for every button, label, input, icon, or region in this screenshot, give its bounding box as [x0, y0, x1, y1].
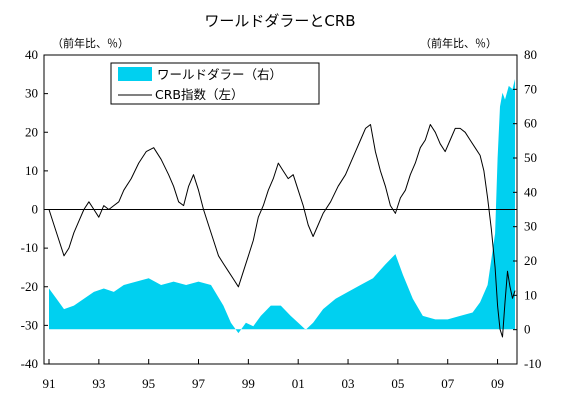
left-axis-tick-label: -20 [21, 279, 38, 294]
right-axis-tick-label: 70 [524, 81, 537, 96]
right-axis-tick-label: 10 [524, 287, 537, 302]
left-axis-tick-label: -10 [21, 240, 38, 255]
left-axis-tick-label: 0 [32, 202, 39, 217]
right-axis-tick-label: 0 [524, 322, 531, 337]
right-axis-tick-label: 20 [524, 253, 537, 268]
legend-world-dollar-swatch [118, 67, 152, 81]
x-axis-tick-label: 07 [441, 376, 455, 391]
axes: 40 30 20 10 0 -10 -20 -30 -40 80 70 60 50 40 30 20 10 0 -1… [21, 47, 542, 391]
x-axis-tick-label: 95 [142, 376, 155, 391]
legend: ワールドダラー（右） CRB指数（左） [110, 62, 320, 105]
right-axis-tick-label: 30 [524, 219, 537, 234]
left-axis-unit: （前年比、％） [52, 36, 129, 50]
x-axis-tick-label: 09 [491, 376, 504, 391]
x-axis-tick-label: 01 [292, 376, 305, 391]
left-axis-tick-label: 10 [25, 163, 38, 178]
right-axis-unit: （前年比、％） [420, 36, 497, 50]
crb-line [48, 124, 516, 338]
legend-crb-label: CRB指数（左） [155, 87, 244, 102]
x-axis-tick-label: 99 [242, 376, 255, 391]
left-axis-tick-label: -40 [21, 356, 38, 371]
x-axis-tick-label: 03 [342, 376, 355, 391]
x-axis-tick-label: 05 [391, 376, 404, 391]
right-axis-tick-label: 50 [524, 150, 537, 165]
chart-title: ワールドダラーとCRB [204, 12, 355, 30]
x-axis-tick-label: 97 [192, 376, 206, 391]
world-dollar-area [49, 79, 515, 334]
right-axis-tick-label: -10 [524, 356, 541, 371]
right-axis-tick-label: 40 [524, 184, 537, 199]
x-axis-tick-label: 91 [43, 376, 56, 391]
left-axis-tick-label: 30 [25, 86, 38, 101]
x-axis-tick-label: 93 [92, 376, 105, 391]
plot-series [48, 79, 516, 338]
left-axis-tick-label: -30 [21, 317, 38, 332]
right-axis-tick-label: 80 [524, 47, 537, 62]
legend-world-dollar-label: ワールドダラー（右） [157, 67, 282, 82]
left-axis-tick-label: 20 [25, 124, 38, 139]
right-axis-tick-label: 60 [524, 116, 537, 131]
left-axis-tick-label: 40 [25, 47, 38, 62]
